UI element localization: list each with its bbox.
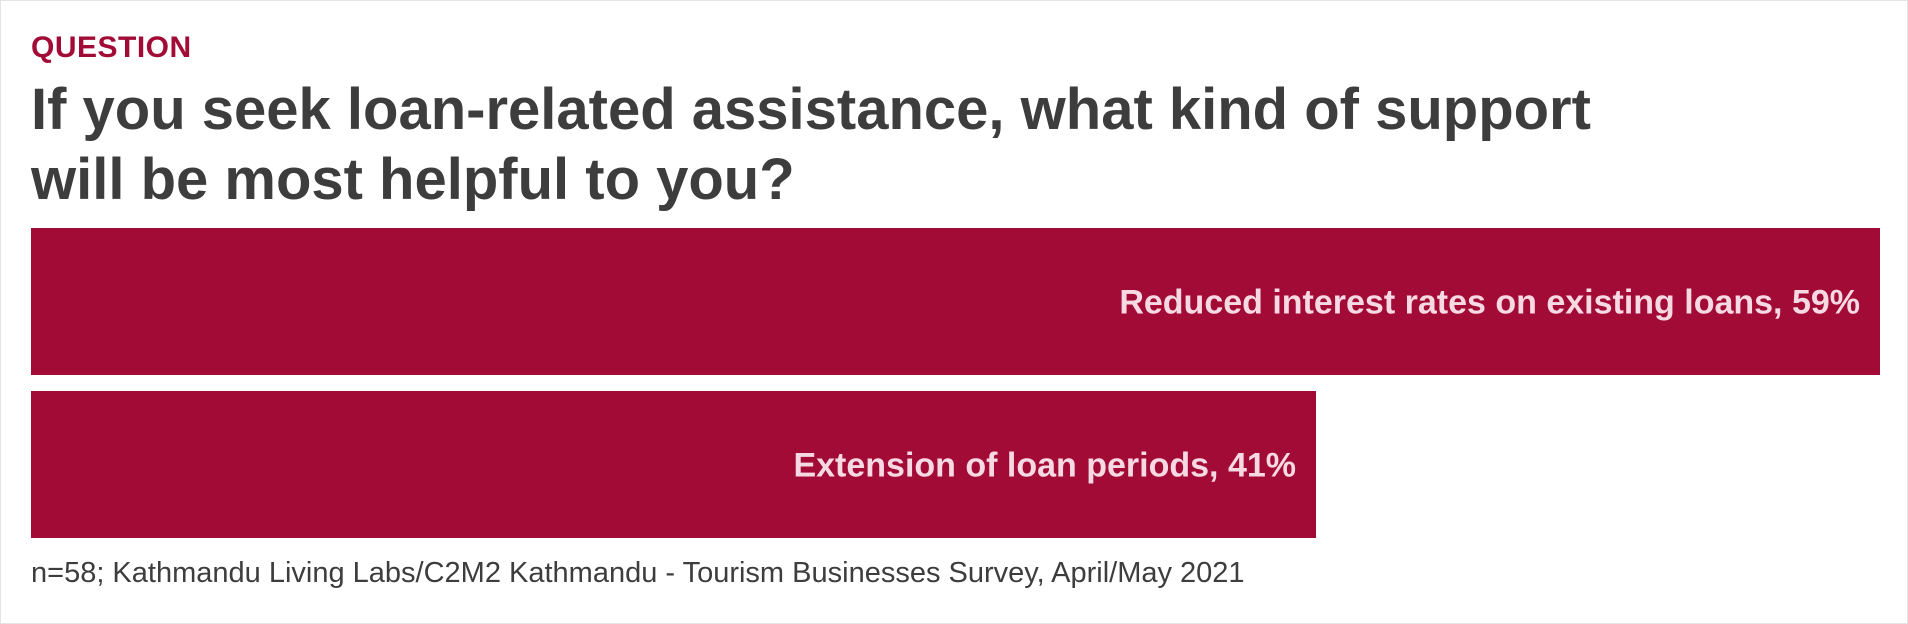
bar-label-1: Reduced interest rates on existing loans… <box>1119 284 1860 322</box>
bar-1 <box>31 228 1880 375</box>
question-eyebrow: QUESTION <box>31 31 192 64</box>
source-note: n=58; Kathmandu Living Labs/C2M2 Kathman… <box>31 557 1245 589</box>
bar-chart-svg: Reduced interest rates on existing loans… <box>31 228 1880 538</box>
bar-chart: Reduced interest rates on existing loans… <box>31 228 1880 538</box>
bar-2 <box>31 391 1316 538</box>
bar-label-2: Extension of loan periods, 41% <box>793 447 1296 485</box>
chart-title: If you seek loan-related assistance, wha… <box>31 77 1591 212</box>
